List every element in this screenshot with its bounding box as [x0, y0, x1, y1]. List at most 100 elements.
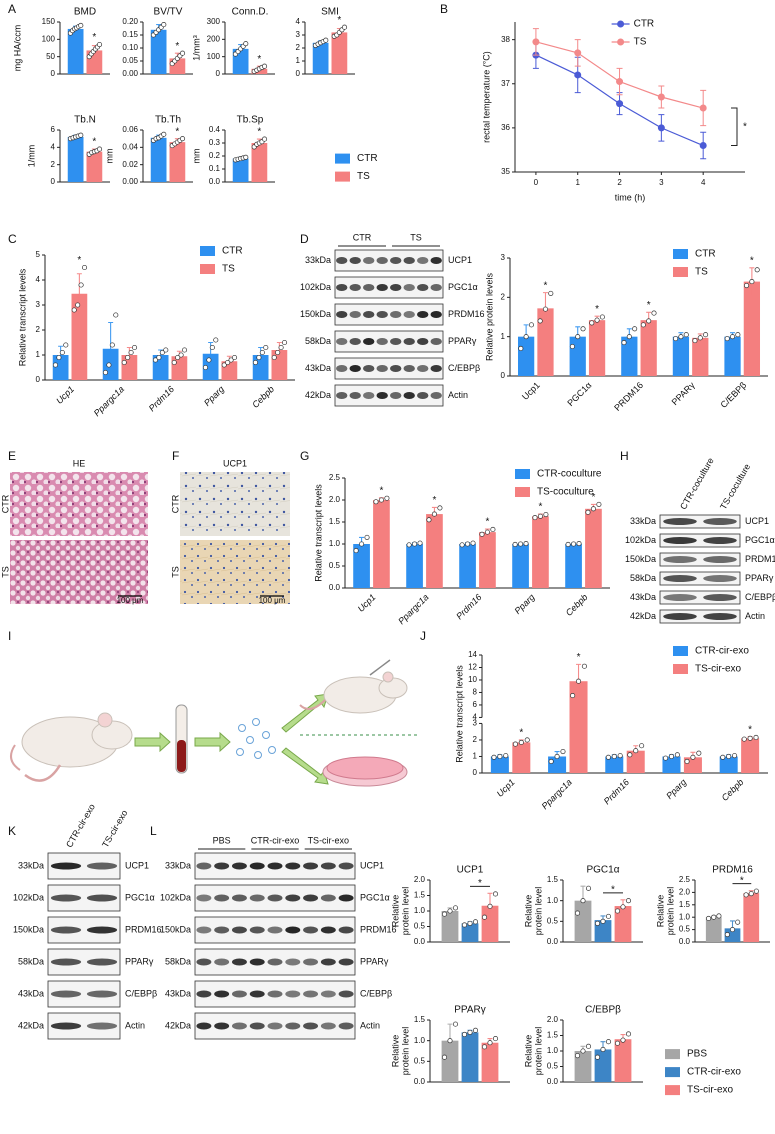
protein-label: C/EBPβ — [360, 988, 392, 998]
blot-band — [249, 990, 265, 998]
y-tick-label: 2 — [36, 325, 41, 334]
significance: * — [591, 492, 595, 503]
y-tick-label: 0.04 — [122, 142, 138, 151]
data-point — [171, 359, 177, 366]
data-point — [569, 343, 575, 350]
legend-swatch — [515, 469, 530, 479]
panel-label: E — [8, 449, 16, 463]
data-point — [492, 1036, 499, 1042]
bar — [150, 137, 167, 182]
data-point — [52, 362, 59, 368]
data-point — [465, 541, 471, 547]
y-tick-label: 0.0 — [414, 1077, 426, 1086]
significance: * — [478, 878, 482, 889]
protein-label: C/EBPβ — [125, 988, 157, 998]
data-point — [626, 334, 632, 340]
y-tick-label: 1.5 — [679, 900, 691, 909]
legend-label: TS — [695, 267, 708, 278]
blot-band — [303, 1022, 319, 1030]
blot-band — [390, 257, 402, 264]
blot-band — [196, 990, 212, 998]
blot-band — [663, 537, 697, 544]
data-point — [271, 354, 277, 361]
bar — [169, 142, 186, 182]
protein-label: UCP1 — [745, 516, 769, 526]
data-point — [96, 41, 103, 48]
x-tick-label: 4 — [701, 178, 706, 187]
y-tick-label: 4 — [36, 275, 41, 284]
data-point — [243, 154, 249, 160]
blot-band — [196, 926, 212, 934]
significance-bracket — [731, 107, 738, 147]
bar — [705, 917, 722, 942]
protein-label: Actin — [360, 1020, 380, 1030]
legend-label: CTR-cir-exo — [687, 1067, 741, 1078]
x-tick-label: PGC1α — [565, 380, 593, 408]
legend-swatch — [673, 646, 688, 656]
data-point — [735, 332, 741, 338]
y-axis-label: mm — [104, 149, 114, 164]
chart-title: Tb.Th — [155, 115, 181, 126]
bar — [692, 337, 709, 376]
bar — [512, 544, 529, 588]
data-point — [259, 349, 265, 356]
blot-band — [349, 257, 361, 264]
data-point — [131, 344, 138, 351]
data-point — [749, 279, 755, 285]
lane-label: TS-cir-exo — [308, 835, 350, 845]
legend-swatch — [665, 1049, 680, 1060]
data-point — [678, 334, 684, 340]
bar — [743, 281, 761, 376]
x-tick-label: Pparg — [664, 777, 688, 801]
mouse-tail — [24, 764, 62, 782]
blot-band — [50, 958, 82, 966]
tube-blood — [177, 740, 186, 772]
blot-band — [231, 990, 247, 998]
y-tick-label: 2 — [501, 292, 506, 301]
blot-band — [214, 1022, 230, 1030]
data-point — [412, 541, 418, 547]
data-point — [481, 1044, 488, 1050]
protein-label: PRDM16 — [125, 924, 162, 934]
y-axis-label: protein level — [400, 887, 410, 936]
y-tick-label: 0 — [51, 177, 56, 186]
chart-title: Conn.D. — [232, 7, 269, 18]
kda-label: 150kDa — [300, 309, 331, 319]
y-tick-label: 1.5 — [414, 1015, 426, 1024]
y-axis-label: protein level — [533, 1027, 543, 1076]
protein-label: C/EBPβ — [448, 363, 480, 373]
y-tick-label: 1.0 — [547, 1046, 559, 1055]
blot-band — [214, 862, 230, 870]
blot-band — [363, 284, 375, 291]
data-point — [206, 357, 212, 363]
y-tick-label: 14 — [468, 650, 477, 659]
blot-band — [363, 257, 375, 264]
marker — [532, 38, 540, 46]
data-point — [585, 1043, 592, 1049]
blot-band — [417, 338, 429, 345]
bar — [614, 906, 632, 942]
data-point — [281, 339, 288, 346]
bar — [490, 756, 509, 773]
data-point — [518, 345, 524, 352]
significance: * — [519, 728, 523, 739]
data-point — [594, 317, 600, 323]
legend-label: TS — [222, 264, 235, 275]
y-tick-label: 50 — [46, 52, 55, 61]
y-tick-label: 12 — [468, 663, 477, 672]
data-point — [711, 914, 717, 920]
blot-band — [376, 311, 388, 318]
panel-label: I — [8, 629, 11, 643]
protein-label: Actin — [448, 390, 468, 400]
bar — [588, 320, 606, 376]
mouse-head — [91, 720, 133, 750]
data-point — [753, 734, 759, 741]
protein-label: PGC1α — [360, 892, 390, 902]
y-axis-label: Relative — [523, 895, 533, 928]
y-tick-label: 36 — [501, 123, 510, 132]
blot-band — [703, 518, 737, 525]
data-point — [703, 332, 709, 338]
bar — [574, 1051, 592, 1082]
legend-swatch — [673, 249, 688, 259]
y-axis-label: protein level — [400, 1027, 410, 1076]
